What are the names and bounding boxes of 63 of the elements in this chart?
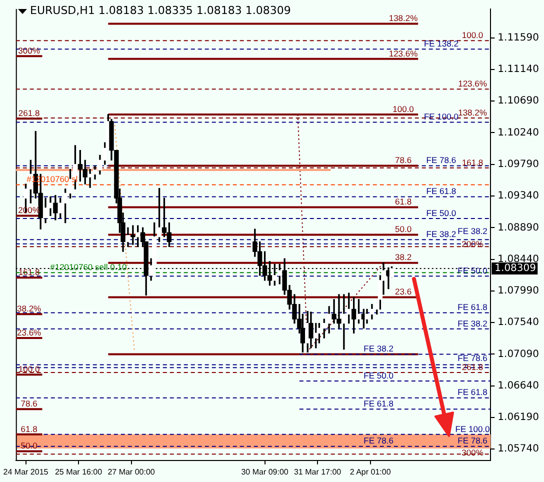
x-tick-label: 25 Mar 16:00 — [54, 467, 103, 476]
y-tick-label: 1.08440 — [498, 254, 540, 265]
chart-title: EURUSD,H1 1.08183 1.08335 1.08183 1.08309 — [30, 4, 291, 17]
annotation: 100.0 — [392, 104, 414, 114]
annotation: 38.2 — [395, 252, 412, 262]
annotation: FE 38.2 — [458, 318, 488, 328]
annotation: FE 138.2 — [424, 38, 459, 48]
annotation: FE 78.6 — [364, 436, 394, 446]
annotation: FE 38.2 — [458, 226, 488, 236]
annotation: FE 61.8 — [458, 387, 488, 398]
annotation: FE 61.8 — [458, 302, 488, 312]
annotation: 100.0 — [462, 30, 484, 40]
annotation: 50.0 — [395, 224, 412, 234]
annotation: 300% — [462, 448, 484, 458]
y-tick-label: 1.06190 — [498, 412, 540, 424]
annotation: FE 50.0 — [426, 208, 456, 218]
y-tick-label: 1.11590 — [498, 32, 540, 44]
annotation: 123.6% — [458, 78, 488, 89]
y-tick-label: 1.05740 — [498, 444, 540, 455]
y-tick-label: 1.08890 — [498, 222, 540, 234]
annotation: 23.6% — [16, 327, 42, 338]
y-tick-label: 1.07090 — [498, 348, 540, 360]
annotation: 123.6% — [388, 48, 418, 58]
y-tick-label: 1.09340 — [498, 190, 540, 202]
y-tick-label: 1.10240 — [498, 127, 540, 138]
annotation: 138.2% — [388, 13, 418, 24]
annotation: 23.6 — [395, 286, 412, 297]
x-tick-label: 24 Mar 2015 — [3, 467, 49, 476]
annotation: 100.0 — [18, 364, 40, 374]
x-tick-label: 2 Apr 01:00 — [350, 467, 392, 476]
annotation: FE 100.0 — [455, 424, 490, 434]
annotation: FE 78.6 — [426, 155, 456, 166]
annotation: FE 78.6 — [458, 352, 488, 363]
annotation: FE 78.6 — [458, 436, 488, 446]
x-tick-label: 31 Mar 17:00 — [294, 467, 342, 476]
x-tick-label: 27 Mar 00:00 — [108, 467, 156, 476]
annotation: FE 38.2 — [364, 344, 394, 354]
x-tick-label: 30 Mar 09:00 — [241, 467, 289, 476]
y-tick-label: 1.11140 — [498, 64, 540, 76]
y-tick-label: 1.07990 — [498, 286, 540, 297]
annotation: 261.8 — [462, 362, 484, 372]
annotation: FE 61.8 — [426, 186, 456, 196]
y-tick-label: 1.06640 — [498, 380, 540, 392]
annotation: FE 38.2 — [426, 229, 456, 240]
annotation: 50.0 — [20, 440, 38, 451]
annotation: 161.8 — [462, 157, 484, 168]
annotation: 261.8 — [18, 108, 40, 118]
annotation: FE 100.0 — [424, 112, 459, 122]
annotation: 78.6 — [20, 398, 38, 408]
annotation: 61.8 — [20, 424, 38, 434]
y-tick-label: 1.10690 — [498, 96, 540, 107]
annotation: 38.2% — [16, 304, 42, 314]
annotation: FE 50.0 — [364, 370, 394, 380]
annotation: FE 61.8 — [364, 398, 394, 408]
annotation: 161.8 — [18, 266, 40, 277]
y-tick-label: 1.07540 — [498, 317, 540, 328]
y-tick-label: 1.09790 — [498, 158, 540, 170]
ref-line-label: 1.08309 — [494, 263, 536, 274]
annotation: #12010760 sell 0.10 — [50, 262, 127, 272]
annotation: 61.8 — [395, 196, 412, 207]
annotation: 78.6 — [395, 155, 412, 166]
annotation: 138.2% — [458, 107, 488, 118]
annotation: 300% — [18, 46, 40, 56]
